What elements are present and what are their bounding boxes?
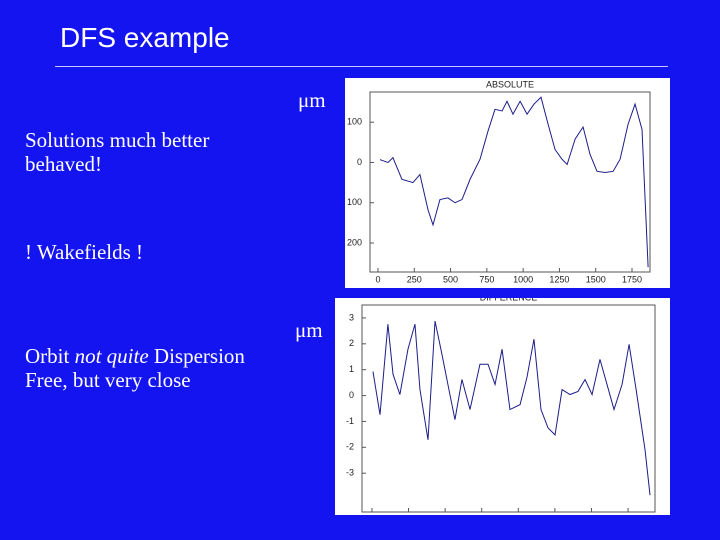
chart-title: DIFFERENCE (480, 298, 538, 302)
text: Orbit not quite Dispersion Free, but ver… (25, 344, 285, 392)
x-tick-label: 750 (474, 514, 489, 515)
y-tick-label: 3 (349, 312, 354, 322)
text: Solutions much better behaved! (25, 128, 210, 176)
unit-label: μm (298, 88, 326, 112)
text-part: not quite (74, 344, 149, 368)
x-tick-label: 1500 (581, 514, 601, 515)
y-tick-label: 0 (349, 390, 354, 400)
slide-title: DFS example (60, 22, 230, 53)
x-tick-label: 250 (407, 274, 422, 284)
y-tick-label: -2 (346, 442, 354, 452)
chart: DIFFERENCE 3 2 1 0 -1 -2 -3 0 250 500 750 1000 1250 15… (335, 298, 670, 515)
y-tick-label: -3 (346, 468, 354, 478)
title-rule (55, 66, 668, 67)
x-tick-label: 500 (443, 274, 458, 284)
x-tick-label: 1000 (513, 274, 533, 284)
x-tick-label: 1250 (549, 274, 569, 284)
x-tick-label: 1750 (622, 274, 642, 284)
x-tick-label: 0 (375, 274, 380, 284)
x-tick-label: 1000 (508, 514, 528, 515)
x-tick-label: 1250 (545, 514, 565, 515)
y-tick-label: 200 (347, 237, 362, 247)
y-tick-label: 0 (357, 157, 362, 167)
x-tick-label: 750 (479, 274, 494, 284)
x-tick-label: 500 (438, 514, 453, 515)
data-line (372, 320, 651, 496)
text: ! Wakefields ! (25, 240, 144, 264)
text-part: Orbit (25, 344, 75, 368)
plot-frame (361, 304, 656, 513)
y-tick-label: 100 (347, 197, 362, 207)
unit-label: μm (295, 318, 323, 342)
y-tick-label: 1 (349, 364, 354, 374)
y-tick-label: -1 (346, 416, 354, 426)
y-tick-label: 100 (347, 117, 362, 127)
x-tick-label: 0 (369, 514, 374, 515)
data-line (379, 96, 649, 268)
y-tick-label: 2 (349, 338, 354, 348)
x-tick-label: 1750 (618, 514, 638, 515)
x-tick-label: 250 (401, 514, 416, 515)
chart-title: ABSOLUTE (486, 79, 534, 89)
text-part: Dispersion Free, but very close (25, 344, 245, 392)
plot-frame (369, 91, 651, 273)
x-tick-label: 1500 (586, 274, 606, 284)
